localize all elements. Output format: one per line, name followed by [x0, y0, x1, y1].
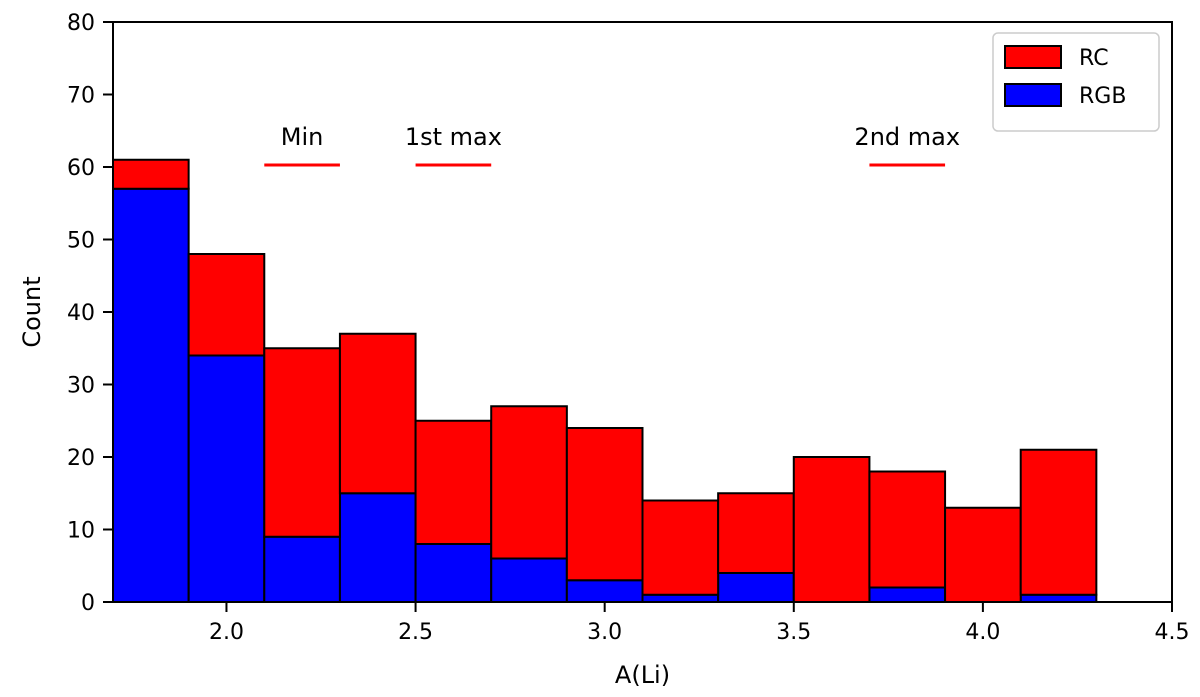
y-tick-label: 20: [67, 446, 95, 471]
bar-rc-2: [263, 347, 341, 538]
bar-rc-9: [792, 456, 871, 603]
annotations-group: Min 1st max 2nd max: [264, 123, 960, 167]
legend-label-rgb: RGB: [1079, 84, 1126, 109]
x-axis-label: A(Li): [615, 661, 670, 689]
annotation-label: 2nd max: [854, 123, 960, 151]
y-tick-label: 30: [67, 374, 95, 399]
y-tick-label: 40: [67, 301, 95, 326]
bar-rgb-5: [490, 557, 568, 603]
x-tick-label: 4.5: [1155, 620, 1190, 645]
x-tick-label: 2.5: [398, 620, 433, 645]
y-tick-label: 60: [67, 156, 95, 181]
annotation-label: 1st max: [405, 123, 502, 151]
bar-rgb-10: [868, 586, 947, 603]
bar-rgb-7: [641, 593, 720, 603]
bar-rc-3: [338, 332, 417, 495]
bar-rc-1: [187, 253, 266, 357]
x-tick-label: 3.5: [776, 620, 811, 645]
bar-rgb-4: [414, 543, 493, 603]
legend-swatch-rc: [1004, 45, 1062, 69]
x-tick-label: 4.0: [965, 620, 1000, 645]
bar-rc-12: [1019, 448, 1098, 596]
y-tick-label: 70: [67, 84, 95, 109]
bar-rc-5: [490, 405, 568, 560]
legend-swatch-rgb: [1004, 83, 1062, 107]
bar-rc-0: [112, 158, 190, 190]
bar-rgb-12: [1019, 593, 1098, 603]
y-tick-label: 10: [67, 519, 95, 544]
legend: RC RGB: [992, 32, 1160, 132]
y-tick-label: 0: [81, 591, 95, 616]
bar-rgb-1: [187, 354, 266, 603]
bars-group: [112, 158, 1098, 603]
bar-rc-4: [414, 419, 493, 545]
annotation-label: Min: [281, 123, 324, 151]
x-tick-label: 2.0: [209, 620, 244, 645]
y-tick-label: 50: [67, 229, 95, 254]
ticks-group: 2.0 2.5 3.0 3.5 4.0 4.5 0 10 20 30 40 50 60 70 80: [67, 11, 1190, 645]
bar-rgb-3: [338, 492, 417, 603]
bar-rc-7: [641, 499, 720, 596]
bar-rc-10: [868, 470, 947, 589]
x-tick-label: 3.0: [587, 620, 622, 645]
bar-rgb-8: [717, 572, 795, 603]
bar-rc-6: [565, 427, 644, 582]
bar-rgb-6: [565, 579, 644, 603]
bar-rc-11: [944, 506, 1022, 603]
y-axis-label: Count: [18, 276, 46, 347]
bar-rgb-2: [263, 535, 341, 603]
bar-rgb-0: [112, 187, 190, 603]
y-tick-label: 80: [67, 11, 95, 36]
legend-label-rc: RC: [1079, 46, 1109, 71]
bar-rc-8: [717, 492, 795, 574]
